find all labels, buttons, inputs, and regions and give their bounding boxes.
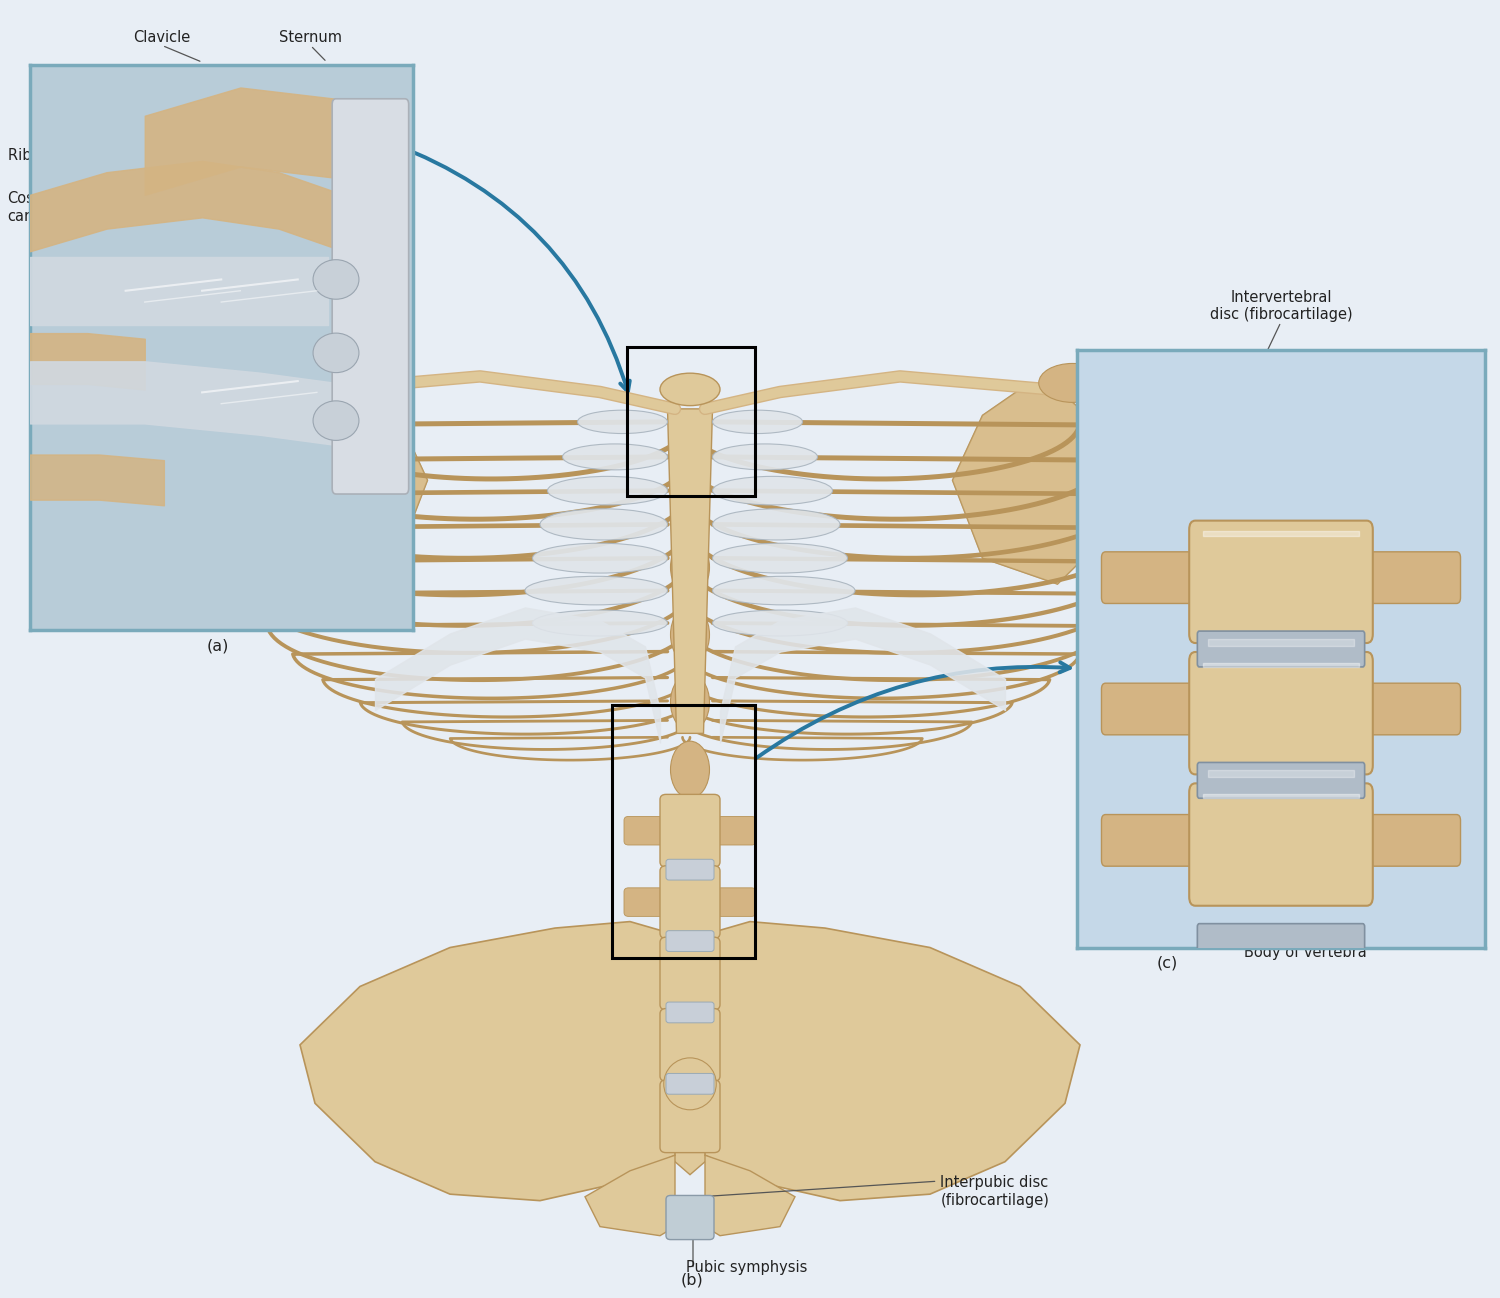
Text: Clavicle: Clavicle (134, 30, 190, 45)
Polygon shape (645, 1071, 735, 1175)
Polygon shape (952, 389, 1118, 584)
FancyBboxPatch shape (1190, 520, 1372, 643)
FancyBboxPatch shape (710, 1031, 756, 1059)
FancyBboxPatch shape (1190, 783, 1372, 906)
Ellipse shape (712, 544, 848, 574)
Text: Interpubic disc
(fibrocartilage): Interpubic disc (fibrocartilage) (940, 1176, 1050, 1207)
Ellipse shape (670, 471, 710, 528)
Ellipse shape (712, 509, 840, 540)
FancyBboxPatch shape (660, 794, 720, 867)
Ellipse shape (670, 606, 710, 663)
FancyBboxPatch shape (624, 959, 670, 988)
FancyBboxPatch shape (666, 859, 714, 880)
Ellipse shape (660, 374, 720, 406)
Ellipse shape (663, 1058, 717, 1110)
FancyBboxPatch shape (624, 888, 670, 916)
FancyBboxPatch shape (1101, 815, 1200, 866)
Polygon shape (262, 389, 428, 584)
Polygon shape (705, 922, 1080, 1201)
FancyBboxPatch shape (710, 816, 756, 845)
FancyBboxPatch shape (624, 816, 670, 845)
Ellipse shape (670, 674, 710, 731)
FancyBboxPatch shape (1362, 683, 1461, 735)
Ellipse shape (548, 476, 668, 505)
Ellipse shape (670, 741, 710, 798)
Text: Body of vertebra: Body of vertebra (1244, 945, 1366, 961)
Ellipse shape (314, 334, 358, 373)
FancyBboxPatch shape (332, 99, 408, 495)
Ellipse shape (532, 544, 668, 574)
FancyBboxPatch shape (1197, 631, 1365, 667)
Text: (c): (c) (1156, 955, 1178, 971)
Bar (627, 347, 754, 496)
Ellipse shape (525, 576, 668, 605)
Ellipse shape (540, 509, 668, 540)
FancyBboxPatch shape (1362, 815, 1461, 866)
Bar (612, 705, 754, 958)
FancyBboxPatch shape (1101, 552, 1200, 604)
FancyBboxPatch shape (624, 1031, 670, 1059)
Polygon shape (300, 922, 675, 1201)
Ellipse shape (273, 363, 340, 402)
Ellipse shape (712, 476, 833, 505)
FancyBboxPatch shape (1197, 924, 1365, 959)
Ellipse shape (1040, 363, 1107, 402)
Ellipse shape (712, 444, 818, 470)
FancyBboxPatch shape (660, 937, 720, 1010)
FancyBboxPatch shape (666, 1002, 714, 1023)
Polygon shape (705, 1155, 795, 1236)
FancyBboxPatch shape (666, 1195, 714, 1240)
Text: Intervertebral
disc (fibrocartilage): Intervertebral disc (fibrocartilage) (1209, 289, 1353, 322)
Text: Sternum: Sternum (279, 30, 342, 45)
Polygon shape (585, 1155, 675, 1236)
FancyBboxPatch shape (710, 959, 756, 988)
Polygon shape (668, 409, 712, 733)
FancyBboxPatch shape (666, 931, 714, 951)
Text: (b): (b) (680, 1272, 703, 1288)
FancyBboxPatch shape (710, 1102, 756, 1131)
Polygon shape (262, 389, 428, 584)
Ellipse shape (314, 401, 358, 440)
Ellipse shape (532, 610, 668, 636)
Text: Costal
cartilage: Costal cartilage (8, 192, 72, 223)
FancyBboxPatch shape (624, 1102, 670, 1131)
FancyBboxPatch shape (1197, 762, 1365, 798)
FancyBboxPatch shape (660, 866, 720, 938)
Ellipse shape (670, 539, 710, 596)
FancyBboxPatch shape (1362, 552, 1461, 604)
Ellipse shape (562, 444, 668, 470)
Ellipse shape (712, 576, 855, 605)
Text: Pubic symphysis: Pubic symphysis (687, 1259, 807, 1275)
FancyBboxPatch shape (660, 1009, 720, 1081)
Ellipse shape (712, 410, 803, 434)
Ellipse shape (712, 610, 848, 636)
FancyBboxPatch shape (710, 888, 756, 916)
Text: (a): (a) (207, 639, 228, 654)
Text: Rib 1: Rib 1 (8, 148, 45, 164)
Ellipse shape (314, 260, 358, 300)
FancyBboxPatch shape (1190, 652, 1372, 775)
Ellipse shape (578, 410, 668, 434)
Polygon shape (952, 389, 1118, 584)
FancyBboxPatch shape (1101, 683, 1200, 735)
FancyBboxPatch shape (666, 1073, 714, 1094)
FancyBboxPatch shape (660, 1080, 720, 1153)
